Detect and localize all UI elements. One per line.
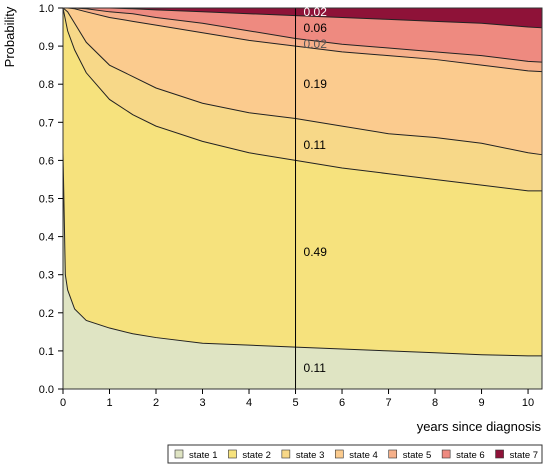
y-tick-label: 0.6 [39, 155, 54, 167]
data-label: 0.19 [304, 77, 328, 91]
x-tick-label: 4 [246, 397, 252, 409]
boundary-line [62, 7, 543, 156]
x-axis-label: years since diagnosis [417, 419, 542, 434]
area-state-1 [63, 152, 542, 389]
legend-label: state 3 [296, 450, 325, 461]
legend-swatch [228, 449, 237, 459]
area-state-4 [63, 8, 542, 155]
legend-label: state 1 [189, 450, 218, 461]
data-label: 0.02 [304, 37, 328, 51]
area-layers [63, 8, 542, 389]
y-tick-label: 0.8 [39, 79, 54, 91]
boundary-line [62, 7, 542, 192]
area-state-7 [63, 8, 542, 28]
y-tick-label: 0.4 [39, 232, 54, 244]
x-tick-label: 0 [60, 397, 66, 409]
legend-swatch [334, 449, 344, 459]
data-label: 0.11 [304, 361, 327, 375]
legend-label: state 7 [510, 450, 539, 461]
legend-label: state 6 [456, 450, 485, 461]
legend-label: state 5 [403, 450, 432, 461]
x-tick-label: 1 [106, 397, 112, 409]
x-tick-label: 5 [292, 397, 298, 409]
area-state-3 [63, 8, 542, 191]
y-tick-label: 1.0 [39, 3, 54, 15]
x-tick-label: 8 [432, 397, 438, 409]
y-tick-label: 0.9 [39, 41, 54, 53]
y-tick-label: 0.3 [39, 270, 54, 282]
legend-swatch [495, 449, 504, 459]
x-tick-label: 6 [339, 397, 345, 409]
legend-box [167, 444, 543, 464]
x-tick-label: 2 [153, 397, 159, 409]
legend-swatch [174, 449, 184, 459]
data-label: 0.06 [304, 21, 328, 35]
boundary-line [63, 7, 543, 73]
y-tick-label: 0.1 [39, 346, 54, 358]
y-tick-label: 0.2 [39, 308, 54, 320]
y-tick-label: 0.5 [39, 194, 54, 206]
x-tick-label: 3 [199, 397, 205, 409]
legend: state 1 state 2 state 3 state 4 state 5 state… [167, 444, 543, 464]
boundary-lines [62, 7, 543, 357]
area-state-2 [63, 8, 542, 356]
annotations: 0.11 0.49 0.11 0.19 0.02 0.06 0.02 [304, 5, 328, 375]
x-tick-label: 7 [385, 397, 391, 409]
x-tick-label: 9 [478, 397, 484, 409]
data-label: 0.49 [304, 245, 328, 259]
legend-label: state 4 [349, 450, 378, 461]
y-axis-label: Probability [2, 6, 17, 67]
legend-label: state 2 [242, 450, 271, 461]
x-tick-label: 10 [522, 397, 534, 409]
y-tick-label: 0.7 [39, 117, 54, 129]
area-state-6 [63, 8, 542, 63]
x-axis: 0 1 2 3 4 5 6 7 8 9 10 [60, 389, 534, 409]
boundary-line [62, 152, 542, 357]
legend-swatch [281, 449, 291, 459]
data-label: 0.11 [304, 138, 327, 152]
legend-swatch [388, 449, 398, 459]
y-axis: 0.0 0.1 0.2 0.3 0.4 0.5 0.6 0.7 0.8 0.9 1.0 [39, 3, 63, 396]
legend-swatch [441, 449, 451, 459]
y-tick-label: 0.0 [39, 384, 54, 396]
data-label: 0.02 [304, 5, 328, 19]
